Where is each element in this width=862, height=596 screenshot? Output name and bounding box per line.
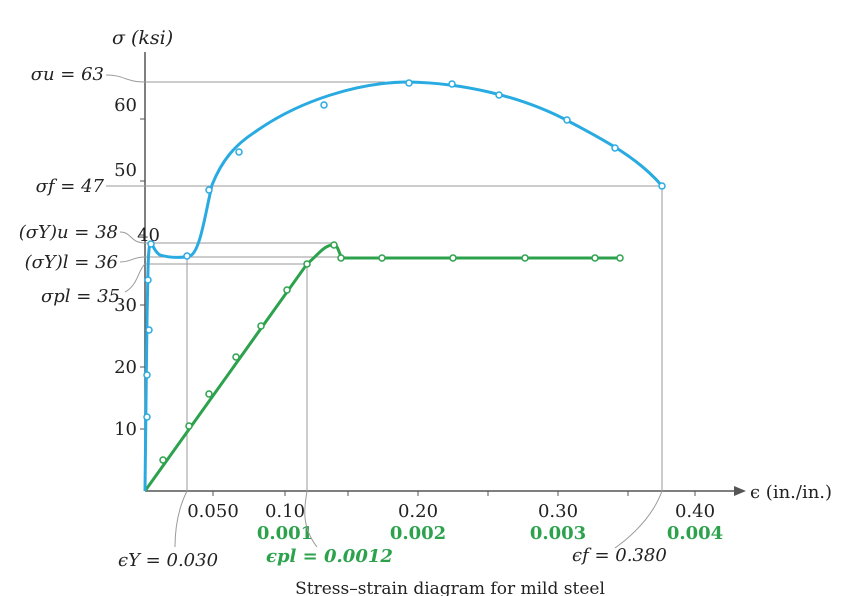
elastic-curve-point <box>205 390 213 398</box>
full-curve-point <box>183 252 191 260</box>
strain-annotations: ϵY = 0.030 ϵpl = 0.0012 ϵf = 0.380 <box>118 545 667 571</box>
elastic-curve-point <box>159 456 167 464</box>
x-tick-labels-upper: 0.050 0.10 0.20 0.30 0.40 <box>187 501 715 522</box>
leader-eps-f <box>614 490 663 549</box>
x-tick-label: 0.004 <box>667 523 723 544</box>
full-curve-point <box>144 276 152 284</box>
axes <box>140 52 746 496</box>
full-curve-point <box>320 101 328 109</box>
full-stress-strain-curve <box>143 80 664 492</box>
leader-sigma-pl <box>124 263 146 293</box>
leader-sigma-yu <box>119 231 146 244</box>
y-tick-label: 60 <box>114 95 137 116</box>
x-tick-label: 0.050 <box>187 501 239 522</box>
full-curve-point <box>145 326 153 334</box>
elastic-curve-point <box>521 254 529 262</box>
y-axis-label: σ (ksi) <box>112 27 173 49</box>
elastic-curve-point <box>449 254 457 262</box>
y-tick-marks <box>140 118 145 430</box>
annotation-yield-strain: ϵY = 0.030 <box>118 550 218 571</box>
annotation-fracture-stress: σf = 47 <box>36 176 105 197</box>
full-curve-point <box>143 413 151 421</box>
x-axis-label: ϵ (in./in.) <box>750 482 832 503</box>
x-tick-label: 0.20 <box>398 501 438 522</box>
elastic-curve-point <box>378 254 386 262</box>
leader-eps-pl <box>304 490 318 548</box>
y-tick-label: 10 <box>114 419 137 440</box>
annotation-proportional-strain: ϵpl = 0.0012 <box>266 546 393 567</box>
annotation-lower-yield: (σY)l = 36 <box>25 252 118 273</box>
full-curve-point <box>611 144 619 152</box>
annotation-fracture-strain: ϵf = 0.380 <box>572 545 667 566</box>
chart-caption: Stress–strain diagram for mild steel <box>295 579 605 596</box>
x-tick-label: 0.30 <box>538 501 578 522</box>
x-tick-marks <box>212 491 696 496</box>
leader-sigma-u <box>105 74 146 83</box>
full-curve-point <box>448 80 456 88</box>
full-curve-point <box>563 116 571 124</box>
elastic-curve-point <box>616 254 624 262</box>
y-tick-label: 30 <box>114 295 137 316</box>
full-curve-point <box>495 91 503 99</box>
full-curve-point <box>205 186 213 194</box>
annotation-proportional-limit: σpl = 35 <box>41 286 120 307</box>
x-tick-label: 0.10 <box>265 501 305 522</box>
curves <box>143 79 666 492</box>
full-curve-point <box>147 240 155 248</box>
elastic-curve-point <box>257 322 265 330</box>
stress-annotations: σu = 63 σf = 47 (σY)u = 38 (σY)l = 36 σp… <box>19 64 120 307</box>
x-tick-labels-lower: 0.001 0.002 0.003 0.004 <box>257 523 723 544</box>
elastic-curve-point <box>185 422 193 430</box>
x-axis-arrowhead <box>734 486 746 496</box>
elastic-curve-point <box>283 286 291 294</box>
leader-sigma-yl <box>119 256 146 263</box>
full-curve-point <box>235 148 243 156</box>
y-tick-label: 40 <box>137 225 160 246</box>
elastic-curve-point <box>337 254 345 262</box>
annotation-upper-yield: (σY)u = 38 <box>19 222 118 243</box>
y-tick-label: 20 <box>114 357 137 378</box>
data-points <box>143 79 666 464</box>
elastic-curve-point <box>591 254 599 262</box>
y-tick-label: 50 <box>114 160 137 181</box>
full-curve-point <box>143 371 151 379</box>
annotation-ultimate-stress: σu = 63 <box>31 64 104 85</box>
leader-eps-y <box>174 490 188 548</box>
elastic-region-curve <box>143 243 620 492</box>
y-tick-labels: 10 20 30 40 50 60 <box>114 95 160 440</box>
x-tick-label: 0.001 <box>257 523 313 544</box>
guide-lines <box>105 74 663 549</box>
full-curve-point <box>405 79 413 87</box>
x-tick-label: 0.40 <box>675 501 715 522</box>
x-tick-label: 0.002 <box>390 523 446 544</box>
full-curve-point <box>658 182 666 190</box>
elastic-curve-point <box>303 260 311 268</box>
x-tick-label: 0.003 <box>530 523 586 544</box>
elastic-curve-point <box>232 353 240 361</box>
elastic-curve-point <box>330 241 338 249</box>
